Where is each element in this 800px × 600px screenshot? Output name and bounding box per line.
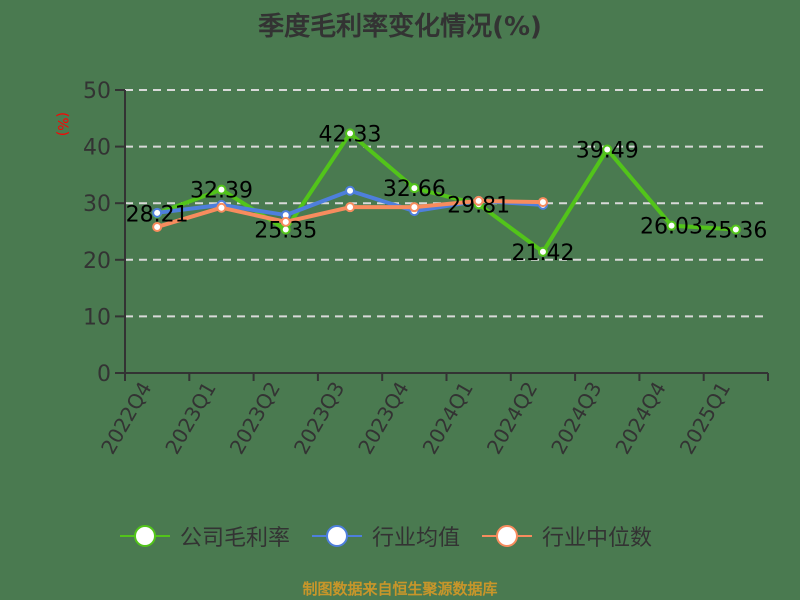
svg-text:29.81: 29.81 <box>447 193 510 218</box>
svg-text:25.36: 25.36 <box>704 218 767 243</box>
axes: 0 10 20 30 40 50 2022Q4 2023Q1 2023Q2 2023Q3 2023Q… <box>83 79 769 459</box>
legend-item-industry-mean[interactable]: 行业均值 <box>312 520 460 552</box>
source-footer: 制图数据来自恒生聚源数据库 <box>302 580 498 598</box>
svg-text:32.66: 32.66 <box>383 177 446 202</box>
legend-label: 行业均值 <box>372 526 461 551</box>
svg-text:10: 10 <box>83 305 111 330</box>
legend-label: 公司毛利率 <box>180 526 291 551</box>
svg-text:2023Q4: 2023Q4 <box>353 378 413 459</box>
svg-text:2024Q2: 2024Q2 <box>482 378 542 459</box>
svg-text:30: 30 <box>83 192 111 217</box>
grid-lines <box>125 89 768 318</box>
legend-label: 行业中位数 <box>542 526 653 551</box>
svg-text:32.39: 32.39 <box>190 179 253 204</box>
svg-text:26.03: 26.03 <box>640 215 703 240</box>
legend-marker-icon <box>482 525 533 547</box>
svg-text:2022Q4: 2022Q4 <box>96 378 156 459</box>
svg-text:40: 40 <box>83 136 111 161</box>
svg-text:2023Q2: 2023Q2 <box>225 378 285 459</box>
svg-text:2024Q3: 2024Q3 <box>546 378 606 459</box>
legend-item-industry-median[interactable]: 行业中位数 <box>482 520 652 552</box>
svg-text:21.42: 21.42 <box>511 241 574 266</box>
svg-text:25.35: 25.35 <box>254 219 317 244</box>
series-lines <box>152 128 741 257</box>
svg-text:0: 0 <box>97 362 111 387</box>
svg-text:20: 20 <box>83 249 111 274</box>
svg-text:50: 50 <box>83 79 111 104</box>
svg-text:2024Q4: 2024Q4 <box>610 378 670 459</box>
svg-text:2024Q1: 2024Q1 <box>418 378 478 459</box>
svg-text:2025Q1: 2025Q1 <box>675 378 735 459</box>
svg-text:42.33: 42.33 <box>319 122 382 147</box>
svg-text:2023Q3: 2023Q3 <box>289 378 349 459</box>
legend-marker-icon <box>312 525 363 547</box>
legend-item-company[interactable]: 公司毛利率 <box>120 520 290 552</box>
legend-marker-icon <box>120 525 170 547</box>
svg-text:39.49: 39.49 <box>576 138 639 163</box>
legend: 公司毛利率 行业均值 行业中位数 <box>120 520 652 552</box>
chart-title: 季度毛利率变化情况(%) <box>258 12 542 42</box>
svg-text:28.21: 28.21 <box>126 202 189 227</box>
svg-text:2023Q1: 2023Q1 <box>160 378 220 459</box>
